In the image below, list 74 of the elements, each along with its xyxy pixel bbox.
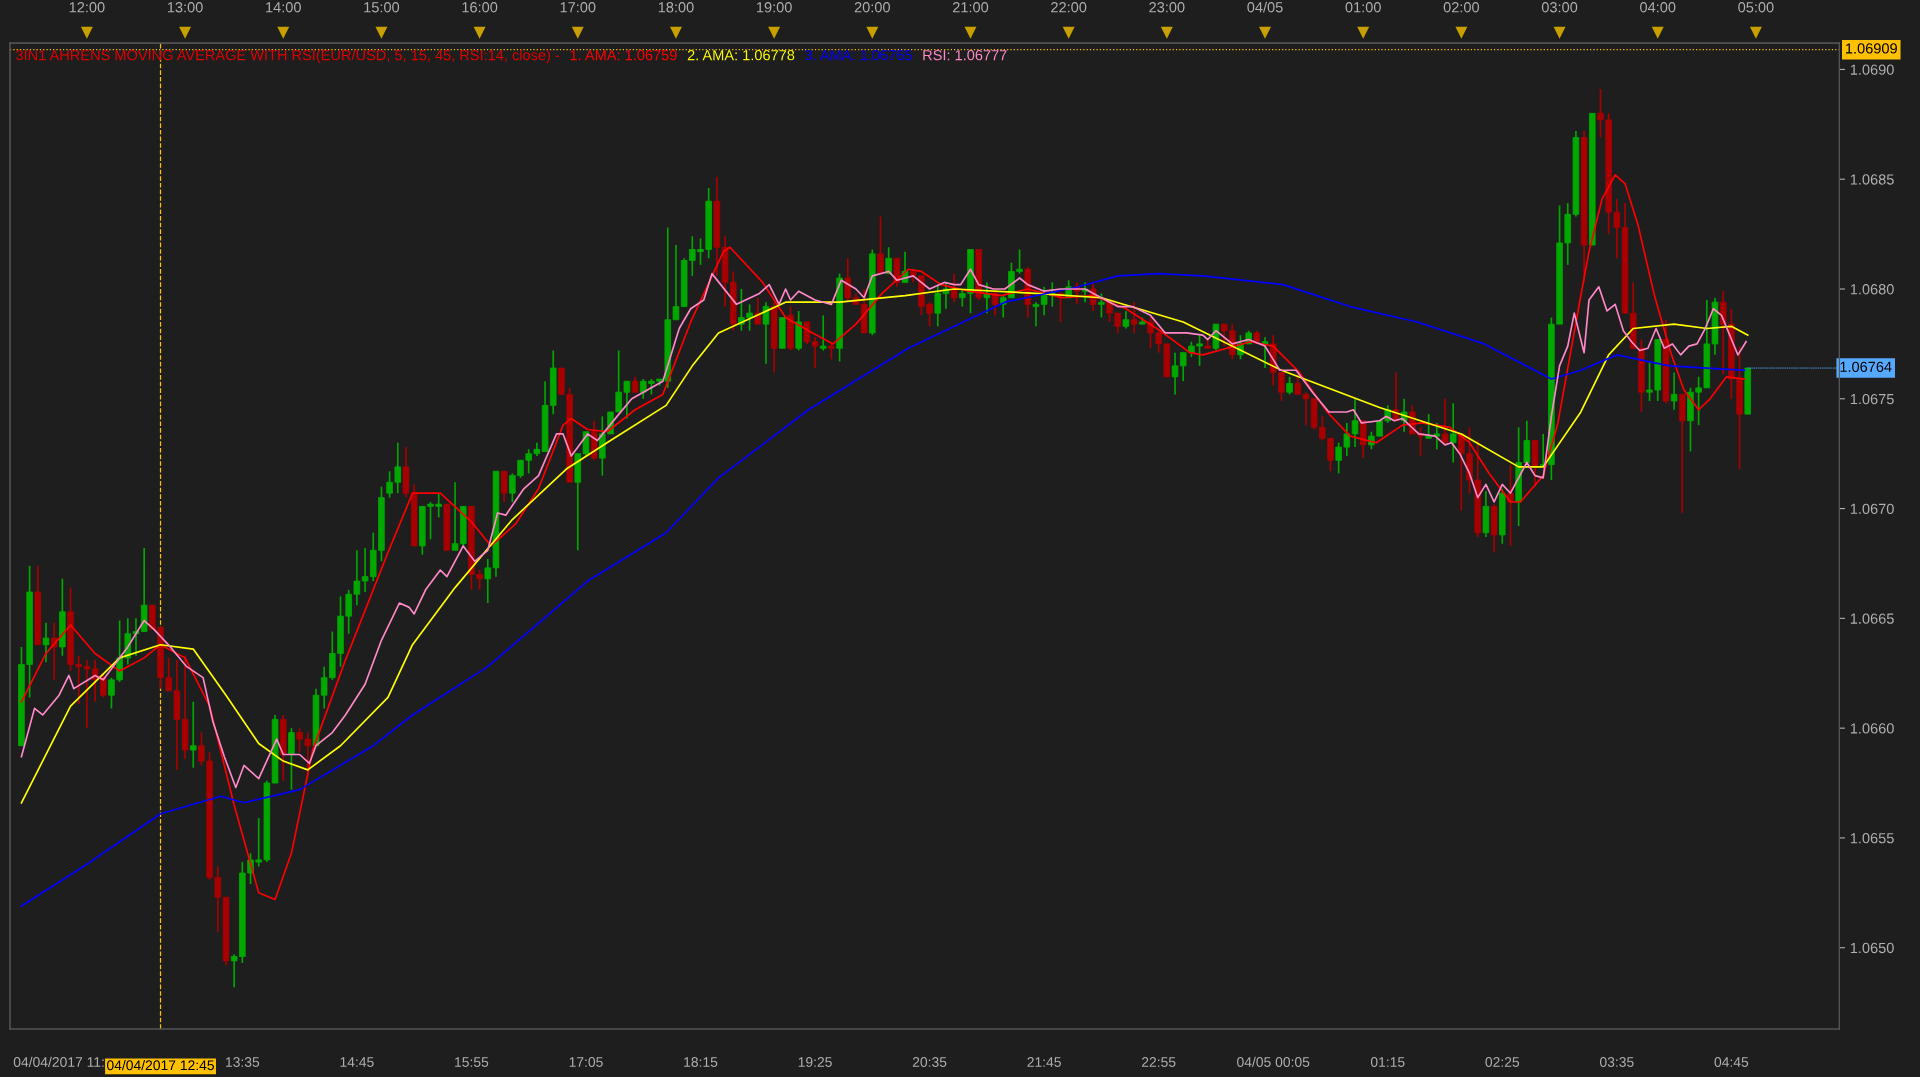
candlestick (288, 727, 295, 791)
x-tick-label: 17:05 (569, 1057, 603, 1067)
candlestick (754, 296, 762, 325)
annotation: 1.06764 (1840, 361, 1892, 372)
x2-tick-label: 15:00 (364, 2, 400, 13)
candlestick (99, 672, 107, 699)
x2-tick-label: 04:00 (1640, 2, 1676, 13)
candlestick (762, 301, 770, 365)
candlestick (950, 272, 958, 304)
x-tick-label: 21:45 (1027, 1057, 1061, 1067)
x2-tick-label: 18:00 (658, 2, 694, 13)
x-tick-label: 22:55 (1141, 1057, 1176, 1067)
x-tick-label: 02:25 (1485, 1057, 1520, 1067)
candlestick (1032, 301, 1040, 328)
ref-line-label: 1.06909 (1846, 43, 1897, 54)
text: 2. AMA: 1.06778 (687, 49, 795, 61)
candlestick (1130, 301, 1138, 334)
x-tick-label: 04:45 (1714, 1057, 1749, 1067)
x-tick-label: 04/05 00:05 (1237, 1056, 1310, 1067)
candlestick (50, 621, 58, 681)
x2-tick-label: 14:00 (266, 2, 301, 13)
x-tick-label: 14:45 (340, 1057, 374, 1067)
x2-tick-label: 19:00 (757, 2, 792, 13)
x2-tick-label: 02:00 (1443, 2, 1480, 13)
x2-tick-label: 21:00 (952, 2, 989, 13)
candlestick (1670, 371, 1678, 411)
y-tick-label: 1.0655 (1850, 833, 1894, 844)
text: 1. AMA: 1.06759 (570, 49, 677, 61)
candlestick (1098, 292, 1105, 319)
candlestick (189, 700, 197, 769)
candlestick (1425, 413, 1432, 440)
x2-tick-label: 17:00 (560, 2, 596, 13)
y-tick-label: 1.0680 (1850, 284, 1894, 295)
candlestick (1449, 402, 1457, 464)
candlestick (885, 246, 892, 275)
y-tick-label: 1.0685 (1850, 174, 1894, 185)
candlestick (1433, 422, 1441, 451)
text: RSI: 1.06777 (923, 49, 1007, 61)
x-tick-label: 15:55 (455, 1057, 489, 1067)
x2-tick-label: 05:00 (1738, 2, 1774, 13)
candlestick (42, 621, 50, 664)
x-tick-label: 01:15 (1370, 1057, 1405, 1067)
candlestick (819, 314, 827, 352)
y-tick-label: 1.0665 (1850, 613, 1894, 624)
x-tick-label: 19:25 (798, 1057, 832, 1067)
x2-tick-label: 20:00 (854, 2, 890, 13)
x-tick-label: 04/04/2017 11: (13, 1056, 104, 1067)
candlestick (1351, 397, 1359, 448)
y-tick-label: 1.0675 (1850, 393, 1894, 405)
x2-tick-label: 22:00 (1051, 2, 1087, 13)
candlestick (811, 336, 819, 369)
x-tick-label: 13:35 (226, 1057, 260, 1067)
x2-tick-label: 01:00 (1345, 2, 1381, 13)
candlestick (991, 290, 999, 317)
y-tick-label: 1.0650 (1850, 942, 1894, 954)
x-tick-label: 18:15 (684, 1057, 718, 1067)
x2-tick-label: 03:00 (1541, 2, 1578, 13)
candlestick (500, 470, 508, 503)
x2-tick-label: 16:00 (462, 2, 498, 13)
chart-title: 3IN1 AHRENS MOVING AVERAGE WITH RSI(EUR/USD, 5, 15, 45, RSI:14, close) - (16, 49, 560, 64)
x2-tick-label: 04/05 (1247, 1, 1283, 13)
x-tick-label: 20:35 (912, 1057, 947, 1067)
candlestick (877, 215, 884, 275)
candlestick (1261, 336, 1269, 369)
text: 3. AMA: 1.06765 (805, 49, 912, 61)
x-tick-label: 03:35 (1599, 1057, 1634, 1067)
y-tick-label: 1.0690 (1850, 64, 1894, 75)
ref-line-label: 04/04/2017 12:45 (107, 1059, 215, 1071)
x2-tick-label: 13:00 (167, 2, 203, 13)
x2-tick-label: 12:00 (69, 2, 105, 13)
candlestick (1441, 397, 1449, 444)
y-tick-label: 1.0660 (1850, 723, 1894, 734)
y-tick-label: 1.0670 (1850, 503, 1894, 514)
x2-tick-label: 23:00 (1149, 2, 1185, 13)
